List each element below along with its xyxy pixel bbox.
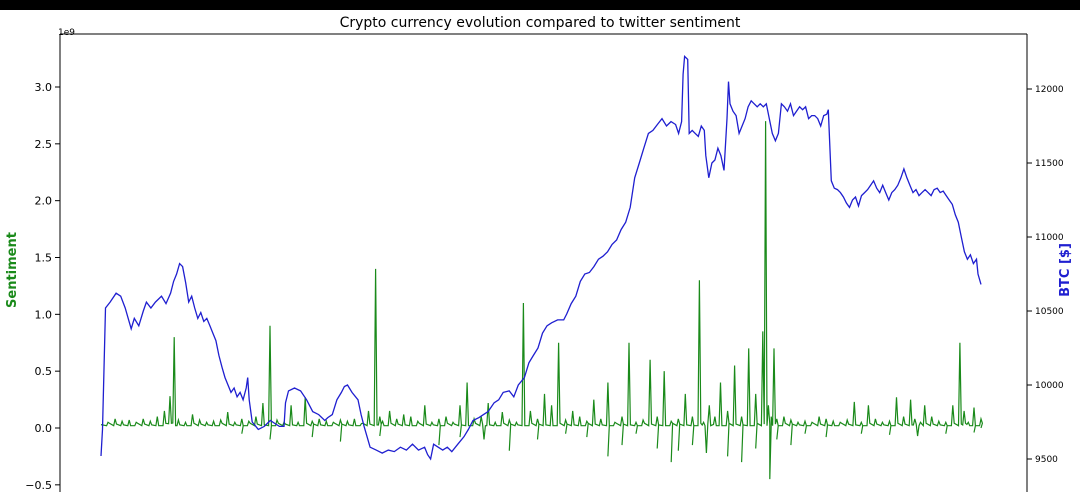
left-axis-tick-label: 0.5 (35, 365, 53, 378)
btc-price-series-line (100, 54, 982, 461)
left-axis-tick-label: 0.0 (35, 422, 53, 435)
chart-title: Crypto currency evolution compared to tw… (340, 15, 741, 31)
left-axis-tick-label: 1.5 (35, 252, 53, 265)
left-axis-label: Sentiment (5, 232, 20, 308)
left-axis-ticks: −0.5 0.0 0.5 1.0 1.5 2.0 2.5 3.0 (25, 81, 60, 492)
top-black-bar (0, 0, 1080, 10)
left-axis-tick-label: 2.5 (35, 138, 53, 151)
right-axis-tick-label: 10000 (1035, 381, 1064, 391)
right-axis-tick-label: 9500 (1035, 455, 1058, 465)
right-axis-label: BTC [$] (1058, 243, 1073, 297)
right-axis-tick-label: 11000 (1035, 233, 1064, 243)
right-axis-tick-label: 12000 (1035, 85, 1064, 95)
left-axis-tick-label: 1.0 (35, 308, 53, 321)
right-axis-ticks: 9500 10000 10500 11000 11500 12000 (1027, 85, 1064, 465)
right-axis-tick-label: 10500 (1035, 307, 1064, 317)
left-axis-tick-label: −0.5 (25, 479, 52, 492)
left-axis-tick-label: 3.0 (35, 81, 53, 94)
sentiment-series-line (100, 121, 984, 480)
left-axis-tick-label: 2.0 (35, 195, 53, 208)
right-axis-tick-label: 11500 (1035, 159, 1064, 169)
left-axis-offset-label: 1e9 (58, 28, 75, 38)
